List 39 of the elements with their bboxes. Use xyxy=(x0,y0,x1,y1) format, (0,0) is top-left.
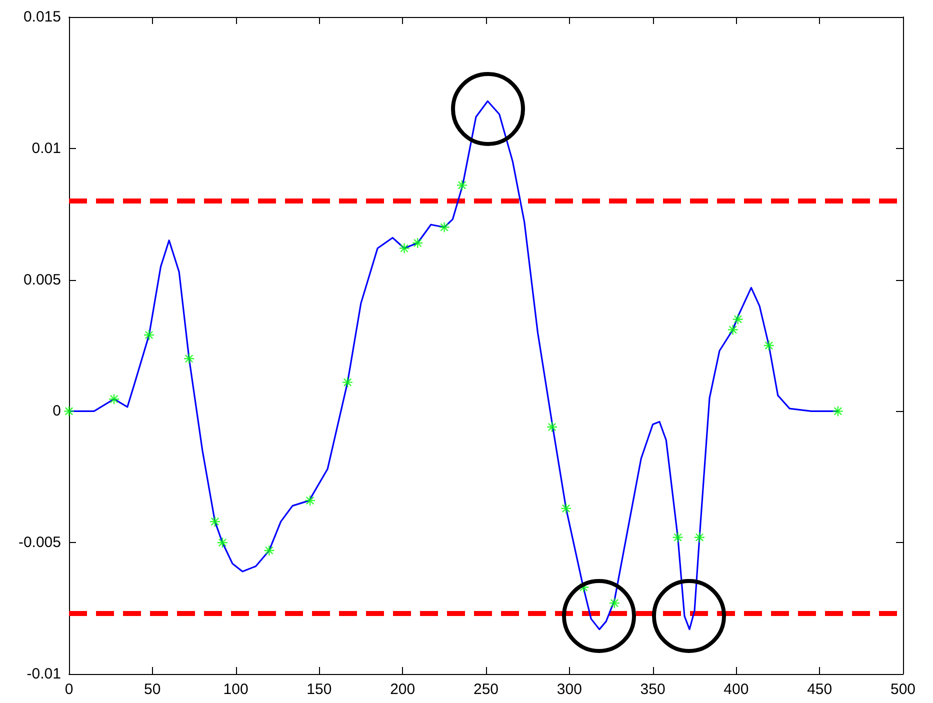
y-tick-label: -0.01 xyxy=(26,666,61,682)
y-tick-label: 0 xyxy=(52,402,61,420)
point xyxy=(108,394,120,405)
point xyxy=(694,532,706,543)
point xyxy=(63,406,75,417)
y-tick-label: -0.005 xyxy=(18,534,61,552)
point xyxy=(342,376,354,388)
x-tick-label: 200 xyxy=(390,681,416,698)
x-tick-label: 0 xyxy=(64,681,74,698)
point xyxy=(727,324,738,336)
x-tick-label: 150 xyxy=(306,681,332,698)
x-tick-label: 500 xyxy=(890,681,916,698)
x-tick-label: 100 xyxy=(223,681,248,698)
point xyxy=(456,180,468,191)
point xyxy=(832,406,844,417)
point xyxy=(560,502,572,514)
point xyxy=(209,516,221,528)
point xyxy=(438,222,450,233)
point xyxy=(546,421,558,433)
point xyxy=(412,237,424,249)
point xyxy=(732,314,744,325)
point xyxy=(672,532,684,543)
point xyxy=(264,544,275,556)
point xyxy=(398,242,410,254)
x-tick-label: 350 xyxy=(640,681,666,698)
x-tick-label: 450 xyxy=(807,681,832,698)
x-tick-label: 300 xyxy=(556,681,582,698)
x-tick-label: 50 xyxy=(144,681,161,698)
y-tick-label: 0.005 xyxy=(23,271,61,288)
point xyxy=(183,353,195,364)
x-tick-label: 400 xyxy=(724,681,749,698)
point xyxy=(143,329,155,341)
y-tick-label: 0.01 xyxy=(32,140,61,157)
point xyxy=(608,597,620,609)
point xyxy=(216,537,228,548)
point xyxy=(763,340,774,352)
x-tick-label: 250 xyxy=(473,681,499,698)
point xyxy=(304,494,316,506)
y-tick-label: 0.015 xyxy=(23,8,61,26)
